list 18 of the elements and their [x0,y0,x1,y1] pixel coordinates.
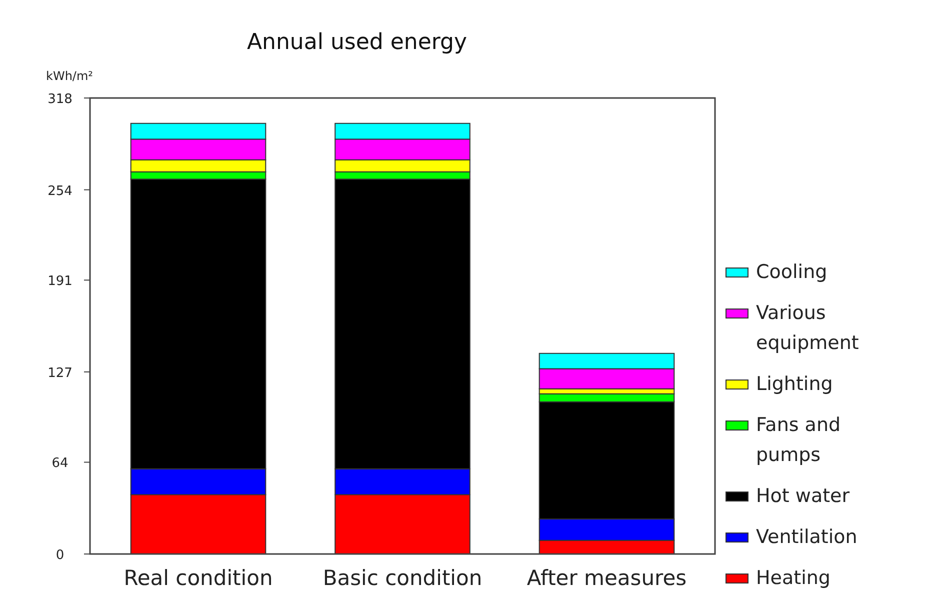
legend-label: Cooling [756,261,828,283]
legend-label: Lighting [756,373,833,395]
y-tick-label: 64 [52,456,68,472]
x-tick-label: Real condition [124,566,273,590]
legend-label: Various equipment [756,302,859,354]
legend-label: Heating [756,567,830,589]
chart-title: Annual used energy [246,30,468,55]
y-tick-label: 191 [48,274,72,290]
y-axis-title: kWh/m² [46,69,94,83]
legend-label: Ventilation [756,526,858,548]
y-tick-label: 254 [48,184,72,199]
legend-label: Fans and pumps [756,414,841,466]
x-tick-label: After measures [526,566,687,590]
y-tick-label: 318 [48,92,72,107]
y-tick-label: 0 [56,548,64,563]
legend-label: Hot water [756,485,850,507]
x-tick-label: Basic condition [322,566,482,590]
y-tick-label: 127 [48,366,72,381]
